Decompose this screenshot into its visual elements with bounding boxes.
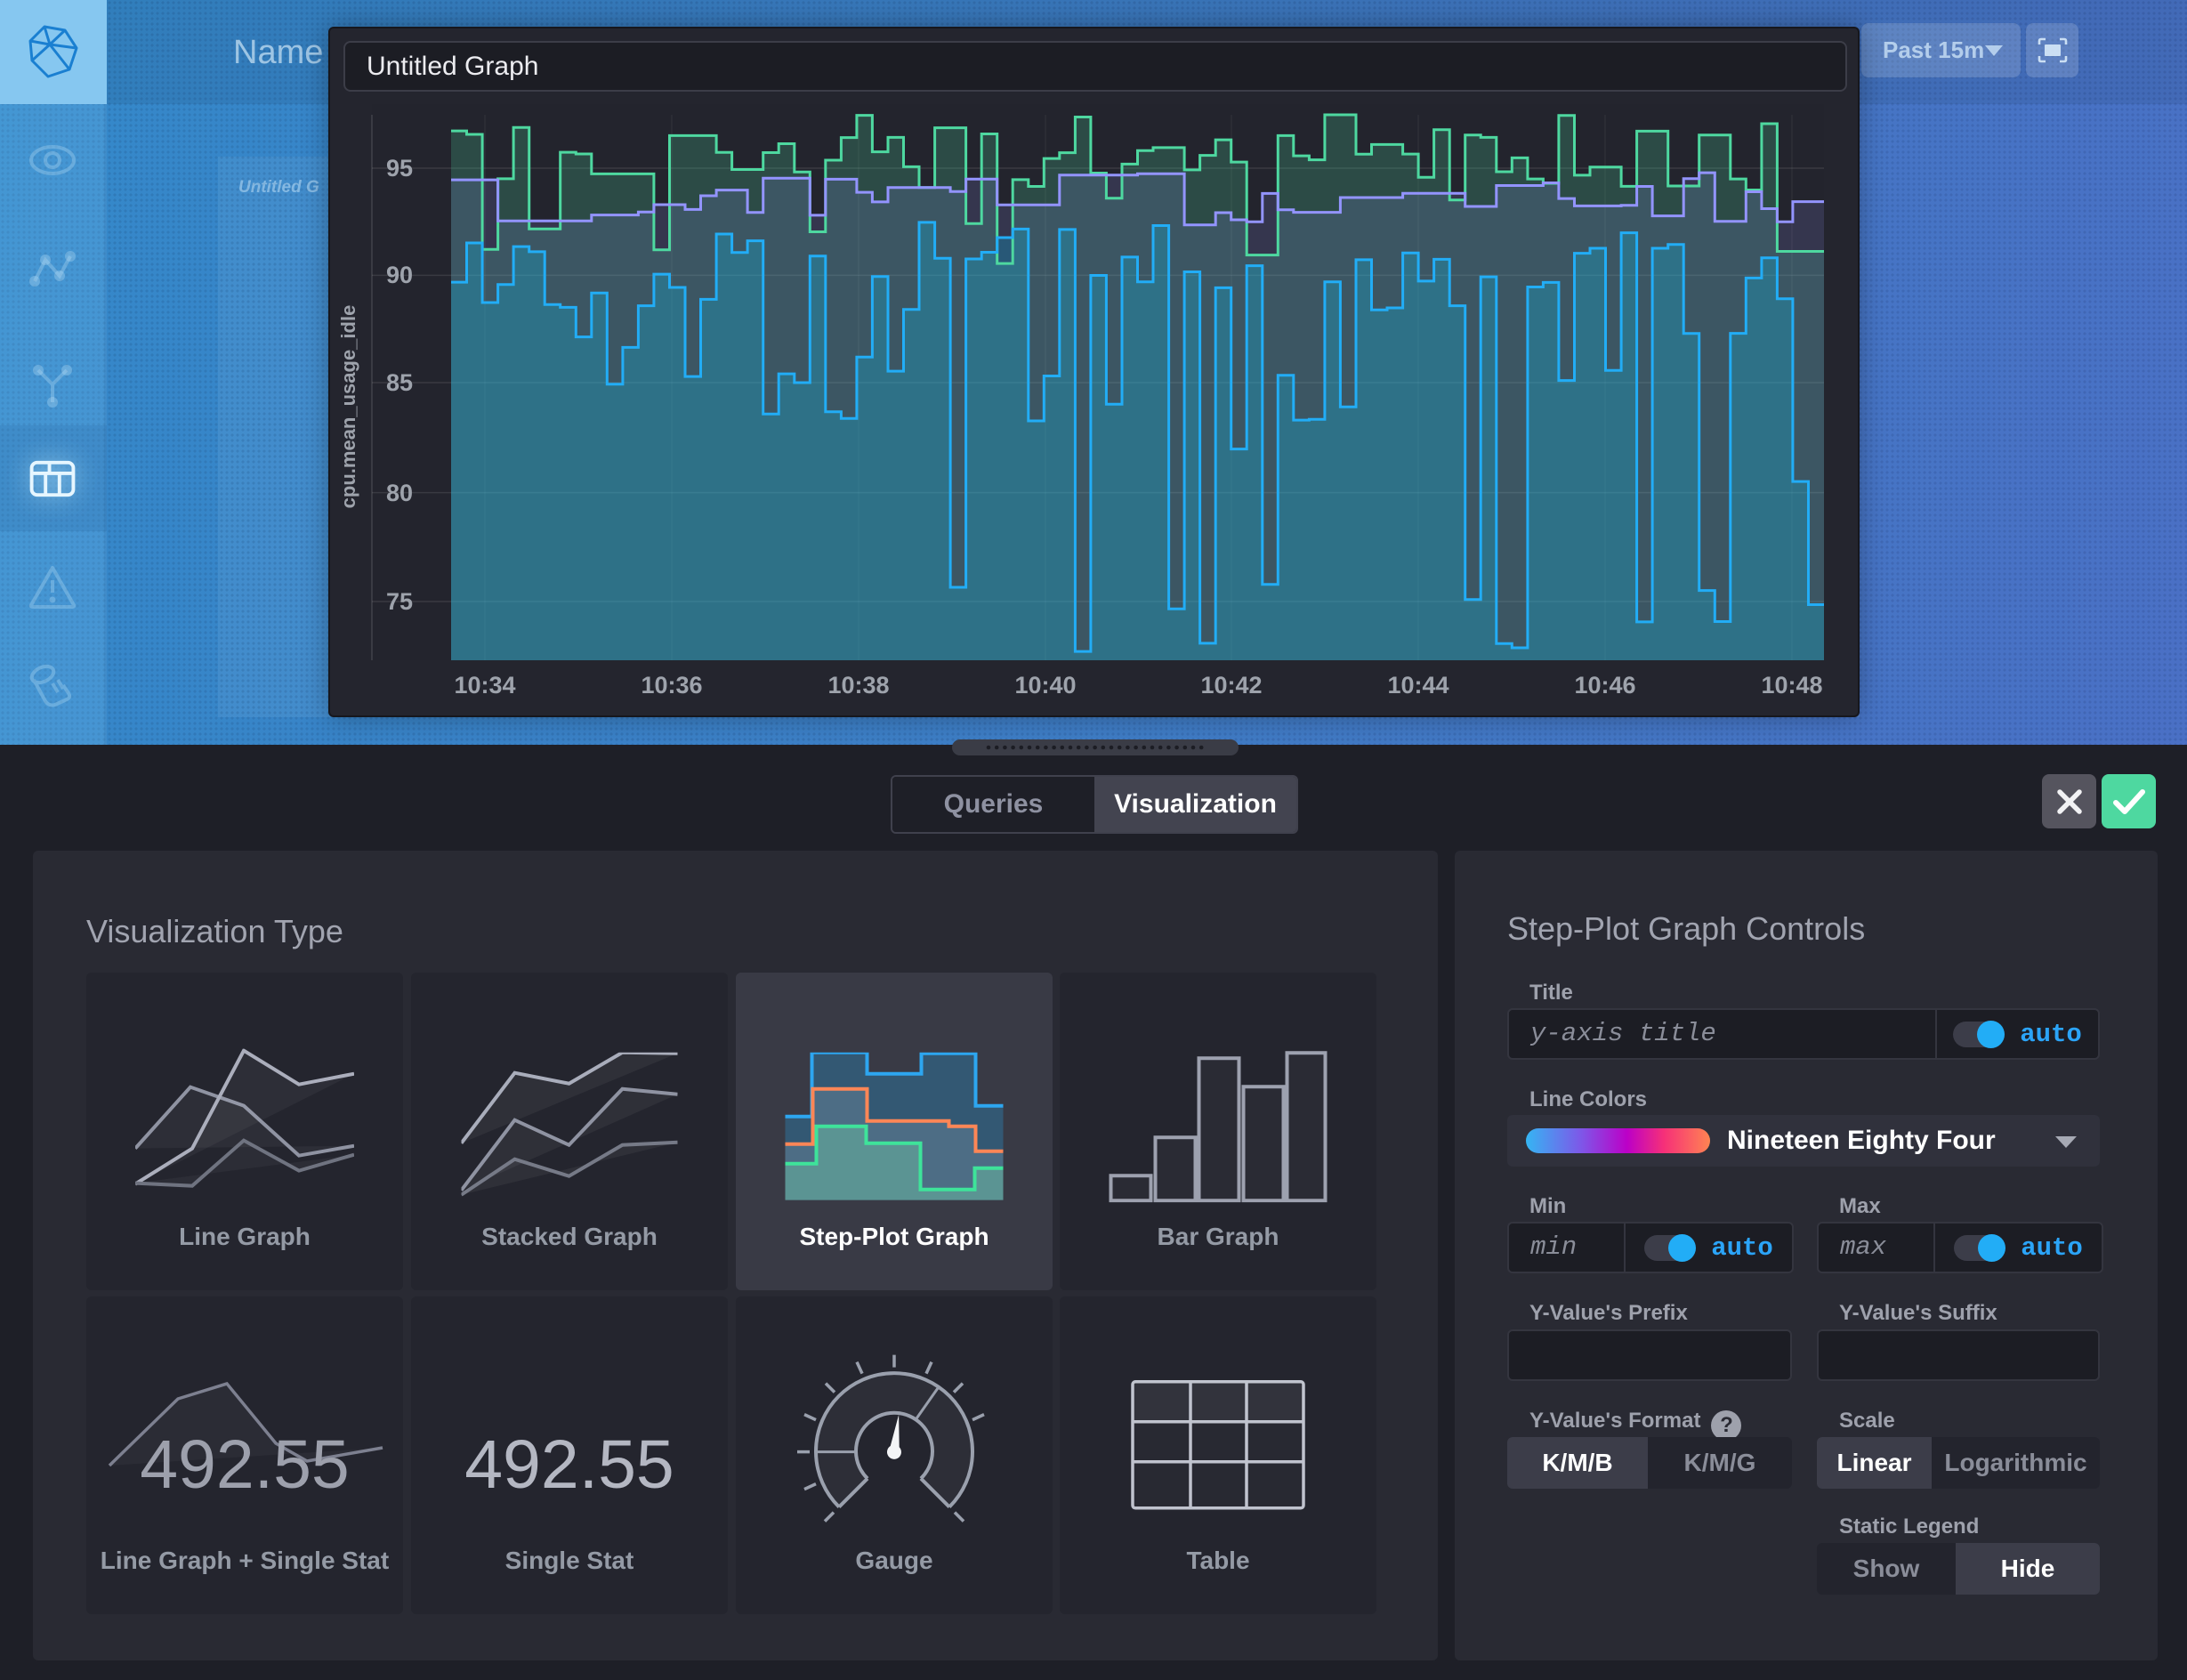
svg-text:90: 90 — [386, 262, 413, 288]
svg-text:492.55: 492.55 — [140, 1426, 350, 1503]
svg-text:10:36: 10:36 — [641, 672, 702, 699]
svg-text:85: 85 — [386, 369, 413, 396]
svg-text:75: 75 — [386, 588, 413, 615]
svg-text:10:40: 10:40 — [1014, 672, 1076, 699]
svg-text:10:46: 10:46 — [1574, 672, 1635, 699]
svg-text:10:48: 10:48 — [1761, 672, 1822, 699]
svg-text:10:42: 10:42 — [1200, 672, 1262, 699]
svg-text:10:44: 10:44 — [1387, 672, 1449, 699]
svg-text:10:34: 10:34 — [454, 672, 515, 699]
svg-text:cpu.mean_usage_idle: cpu.mean_usage_idle — [337, 305, 359, 509]
svg-text:492.55: 492.55 — [464, 1426, 674, 1503]
svg-text:80: 80 — [386, 480, 413, 506]
svg-text:95: 95 — [386, 155, 413, 182]
svg-text:10:38: 10:38 — [827, 672, 889, 699]
